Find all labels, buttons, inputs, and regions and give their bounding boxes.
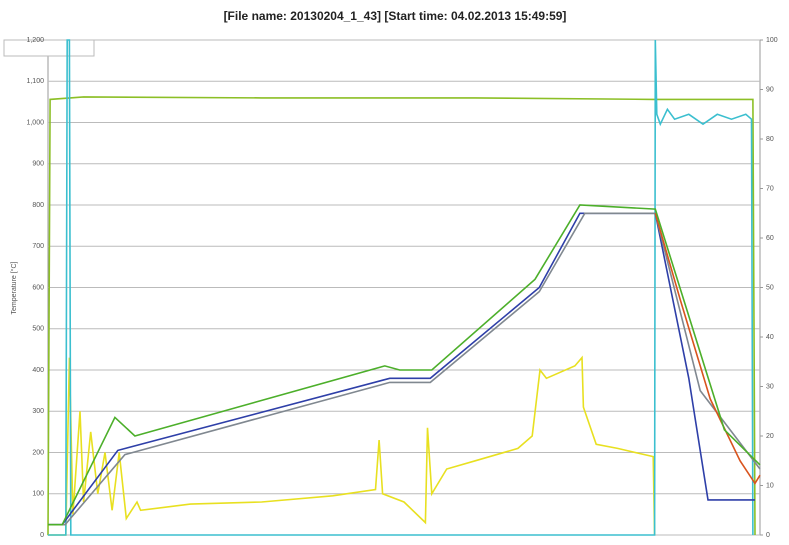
series-line xyxy=(48,212,755,526)
y2-tick-label: 20 xyxy=(766,433,774,440)
y2-tick-label: 10 xyxy=(766,482,774,489)
y2-tick-label: 100 xyxy=(766,37,778,44)
y-tick-label: 1,000 xyxy=(26,119,44,126)
y-tick-label: 300 xyxy=(32,408,44,415)
y-tick-label: 600 xyxy=(32,284,44,291)
y2-tick-label: 30 xyxy=(766,383,774,390)
y2-tick-label: 90 xyxy=(766,86,774,93)
y-tick-label: 800 xyxy=(32,202,44,209)
y-axis-label: Temperature [°C] xyxy=(10,261,18,314)
y-tick-label: 1,100 xyxy=(26,78,44,85)
series-line xyxy=(48,204,761,526)
series-line xyxy=(48,212,761,526)
y2-tick-label: 60 xyxy=(766,235,774,242)
series-line xyxy=(47,96,756,536)
y-tick-label: 500 xyxy=(32,326,44,333)
y-tick-label: 900 xyxy=(32,161,44,168)
series-line xyxy=(654,213,761,485)
series-line xyxy=(48,355,656,536)
y2-tick-label: 80 xyxy=(766,136,774,143)
y-tick-label: 1,200 xyxy=(26,37,44,44)
legend-box xyxy=(3,39,95,57)
y2-tick-label: 50 xyxy=(766,284,774,291)
y-tick-label: 200 xyxy=(32,449,44,456)
chart-title: [File name: 20130204_1_43] [Start time: … xyxy=(224,9,567,23)
series-line xyxy=(48,39,754,536)
y2-tick-label: 40 xyxy=(766,334,774,341)
y2-tick-label: 70 xyxy=(766,185,774,192)
y-tick-label: 100 xyxy=(32,491,44,498)
y-tick-label: 400 xyxy=(32,367,44,374)
y2-tick-label: 0 xyxy=(766,532,770,539)
y-tick-label: 700 xyxy=(32,243,44,250)
y-tick-label: 0 xyxy=(40,532,44,539)
